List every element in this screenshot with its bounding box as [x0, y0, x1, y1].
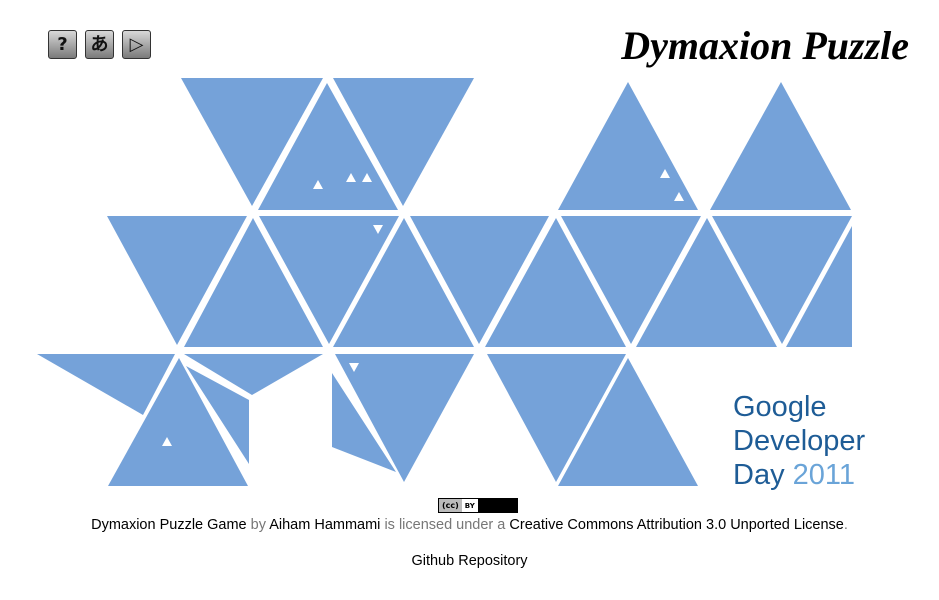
license-link[interactable]: Creative Commons Attribution 3.0 Unporte… — [509, 517, 844, 533]
puzzle-tile[interactable] — [333, 78, 474, 206]
puzzle-tile[interactable] — [37, 354, 175, 415]
puzzle-tile[interactable] — [332, 373, 396, 472]
tile-marker — [373, 225, 383, 234]
github-line: Github Repository — [0, 553, 939, 569]
logo-line-google: Google — [733, 391, 827, 423]
cc-icon: (cc) — [439, 499, 462, 512]
tile-layer — [37, 78, 852, 486]
tile-marker — [346, 173, 356, 182]
play-button[interactable]: ▷ — [122, 30, 151, 59]
language-button[interactable]: あ — [85, 30, 114, 59]
license-by-text: by — [250, 517, 266, 533]
puzzle-tile[interactable] — [561, 216, 701, 344]
language-icon: あ — [90, 33, 109, 55]
puzzle-tile[interactable] — [258, 83, 398, 210]
logo-day-word: Day — [733, 459, 785, 491]
tile-marker — [362, 173, 372, 182]
puzzle-tile[interactable] — [636, 218, 777, 347]
tile-marker — [674, 192, 684, 201]
puzzle-tile[interactable] — [333, 218, 474, 347]
puzzle-tile[interactable] — [181, 78, 323, 206]
logo-line-developer: Developer — [733, 425, 866, 457]
puzzle-tile[interactable] — [485, 218, 626, 347]
license-period: . — [843, 517, 848, 533]
tile-marker — [349, 363, 359, 372]
puzzle-tile[interactable] — [786, 226, 852, 347]
author-link[interactable]: Aiham Hammami — [269, 517, 381, 533]
tile-marker — [313, 180, 323, 189]
play-icon: ▷ — [129, 33, 144, 55]
logo-year: 2011 — [792, 459, 856, 491]
toolbar: ? あ ▷ — [48, 30, 151, 59]
logo-line-day: Day 2011 — [733, 458, 865, 492]
puzzle-tile[interactable] — [487, 354, 626, 482]
tile-marker — [162, 437, 172, 446]
help-button[interactable]: ? — [48, 30, 77, 59]
puzzle-tile[interactable] — [107, 216, 247, 345]
puzzle-tile[interactable] — [186, 366, 249, 464]
license-line: Dymaxion Puzzle Game by Aiham Hammami is… — [0, 517, 939, 533]
by-icon: BY — [461, 499, 478, 512]
puzzle-tile[interactable] — [259, 216, 399, 344]
puzzle-tile[interactable] — [184, 354, 323, 395]
help-icon: ? — [57, 33, 68, 55]
puzzle-tile[interactable] — [712, 216, 852, 344]
license-licensed-text: is licensed under a — [384, 517, 506, 533]
puzzle-tile[interactable] — [108, 358, 248, 486]
puzzle-tile[interactable] — [410, 216, 549, 344]
google-developer-day-logo: Google Developer Day 2011 — [733, 390, 865, 492]
puzzle-tile[interactable] — [335, 354, 474, 482]
marker-layer — [162, 169, 684, 446]
page-title: Dymaxion Puzzle — [621, 23, 909, 68]
puzzle-tile[interactable] — [710, 82, 851, 210]
puzzle-tile[interactable] — [184, 218, 323, 347]
github-repository-link[interactable]: Github Repository — [411, 553, 528, 569]
puzzle-tile[interactable] — [558, 358, 698, 486]
work-title-link[interactable]: Dymaxion Puzzle Game — [91, 517, 247, 533]
puzzle-tile[interactable] — [558, 82, 698, 210]
cc-by-badge[interactable]: (cc) BY — [438, 498, 518, 513]
tile-marker — [660, 169, 670, 178]
